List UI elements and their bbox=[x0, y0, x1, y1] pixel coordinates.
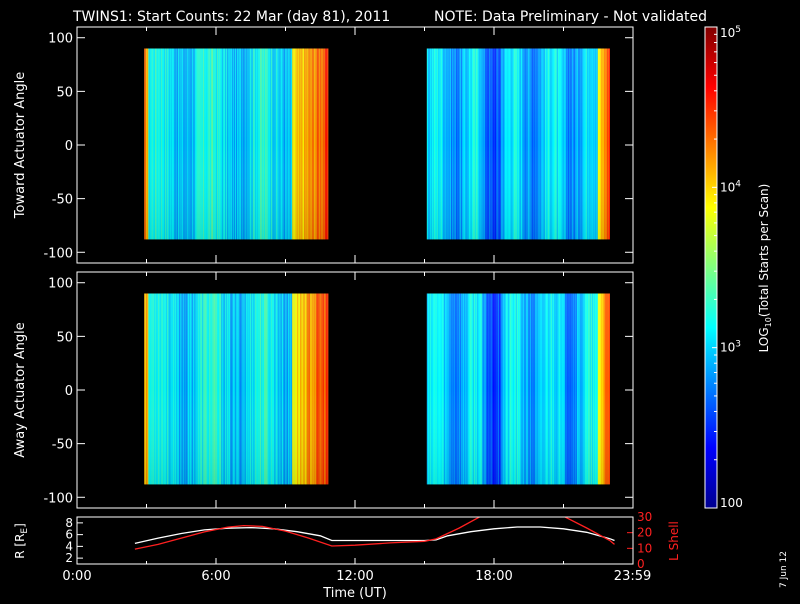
l-shell-line bbox=[134, 517, 615, 550]
l-shell-tick-label: 10 bbox=[637, 541, 652, 555]
radius-line bbox=[134, 526, 615, 545]
orbit-y2label: L Shell bbox=[667, 521, 681, 561]
y-tick-label: 100 bbox=[48, 32, 73, 47]
colorbar-label: LOG10(Total Starts per Scan) bbox=[757, 184, 773, 353]
toward-panel-frame bbox=[76, 26, 634, 264]
away-actuator-panel: 100 50 0 -50 -100 bbox=[43, 272, 634, 508]
x-tick-label: 12:00 bbox=[336, 569, 373, 584]
l-shell-tick-label: 30 bbox=[637, 510, 652, 524]
colorbar-tick-label: 103 bbox=[720, 340, 741, 355]
r-tick-label: 2 bbox=[65, 551, 73, 565]
colorbar-tick-label: 105 bbox=[720, 25, 741, 40]
l-shell-tick-label: 0 bbox=[637, 557, 645, 571]
footer-date: 7 Jun 12 bbox=[779, 551, 789, 588]
x-tick-label: 6:00 bbox=[201, 569, 230, 584]
orbit-panel-frame bbox=[76, 516, 634, 565]
spectrogram-shading bbox=[426, 293, 610, 485]
colorbar-ticks: 105 104 103 100 bbox=[712, 25, 743, 510]
spectrogram-shading bbox=[144, 48, 329, 240]
y-tick-label: -100 bbox=[43, 246, 73, 261]
y-tick-label: 50 bbox=[56, 85, 73, 100]
x-tick-label: 0:00 bbox=[62, 569, 91, 584]
x-axis-label: Time (UT) bbox=[322, 586, 387, 600]
away-panel-frame bbox=[76, 271, 634, 509]
toward-actuator-panel: 100 50 0 -50 -100 bbox=[43, 27, 634, 263]
y-tick-label: 50 bbox=[56, 330, 73, 345]
spectrogram-shading bbox=[144, 293, 329, 485]
y-tick-label: 0 bbox=[65, 139, 73, 154]
colorbar-tick-label: 100 bbox=[720, 496, 743, 510]
y-tick-label: 100 bbox=[48, 277, 73, 292]
orbit-ylabel: R [RE] bbox=[13, 523, 30, 559]
data-preliminary-note: NOTE: Data Preliminary - Not validated bbox=[434, 9, 707, 25]
away-ylabel: Away Actuator Angle bbox=[13, 322, 28, 457]
chart-title: TWINS1: Start Counts: 22 Mar (day 81), 2… bbox=[72, 9, 390, 25]
x-tick-label: 18:00 bbox=[475, 569, 512, 584]
colorbar bbox=[704, 26, 718, 509]
r-tick-label: 8 bbox=[65, 516, 73, 530]
l-shell-tick-label: 20 bbox=[637, 526, 652, 540]
y-tick-label: -50 bbox=[52, 438, 73, 453]
r-tick-label: 6 bbox=[65, 528, 73, 542]
colorbar-tick-label: 104 bbox=[720, 179, 741, 194]
y-tick-label: -50 bbox=[52, 193, 73, 208]
y-tick-label: -100 bbox=[43, 491, 73, 506]
y-tick-label: 0 bbox=[65, 384, 73, 399]
x-tick-label: 23:59 bbox=[614, 569, 651, 584]
spectrogram-shading bbox=[426, 48, 610, 240]
toward-ylabel: Toward Actuator Angle bbox=[13, 72, 28, 219]
r-tick-label: 4 bbox=[65, 539, 73, 553]
